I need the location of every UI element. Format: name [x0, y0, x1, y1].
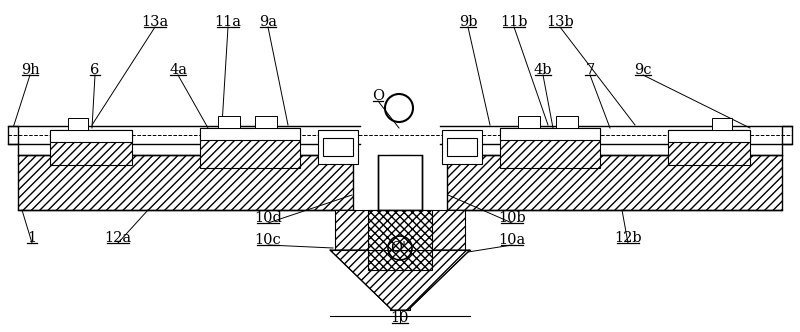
Text: 10a: 10a: [498, 233, 526, 247]
Polygon shape: [330, 250, 470, 310]
Bar: [668, 130, 750, 165]
Text: 10c: 10c: [254, 233, 282, 247]
Bar: [50, 130, 132, 142]
Bar: [323, 138, 353, 156]
Bar: [712, 118, 732, 130]
Text: 7: 7: [586, 63, 594, 77]
Text: 9h: 9h: [21, 63, 39, 77]
Text: 4a: 4a: [169, 63, 187, 77]
Bar: [335, 210, 465, 250]
Text: 1: 1: [27, 231, 37, 245]
Bar: [500, 128, 600, 168]
Text: 10: 10: [390, 311, 410, 325]
Bar: [378, 155, 422, 210]
Text: 10b: 10b: [498, 211, 526, 225]
Text: 11b: 11b: [500, 15, 528, 29]
Text: 11a: 11a: [214, 15, 242, 29]
Bar: [390, 155, 410, 310]
Text: 9c: 9c: [634, 63, 652, 77]
Text: O: O: [372, 89, 384, 103]
Text: 9a: 9a: [259, 15, 277, 29]
Bar: [556, 116, 578, 128]
Bar: [68, 118, 88, 130]
Text: 12b: 12b: [614, 231, 642, 245]
Bar: [668, 130, 750, 142]
Text: 4b: 4b: [534, 63, 552, 77]
Bar: [782, 126, 792, 144]
Bar: [447, 155, 782, 210]
Bar: [218, 116, 240, 128]
Bar: [500, 128, 600, 140]
Text: 10d: 10d: [254, 211, 282, 225]
Bar: [447, 138, 477, 156]
Text: 13b: 13b: [546, 15, 574, 29]
Bar: [442, 130, 482, 164]
Bar: [255, 116, 277, 128]
Bar: [200, 128, 300, 140]
Bar: [200, 128, 300, 168]
Text: 12a: 12a: [105, 231, 131, 245]
Text: 9b: 9b: [458, 15, 478, 29]
Bar: [518, 116, 540, 128]
Text: 6: 6: [90, 63, 100, 77]
Bar: [368, 210, 432, 270]
Bar: [50, 130, 132, 165]
Bar: [8, 126, 18, 144]
Bar: [18, 155, 353, 210]
Text: O': O': [390, 241, 406, 255]
Text: 13a: 13a: [142, 15, 169, 29]
Bar: [318, 130, 358, 164]
